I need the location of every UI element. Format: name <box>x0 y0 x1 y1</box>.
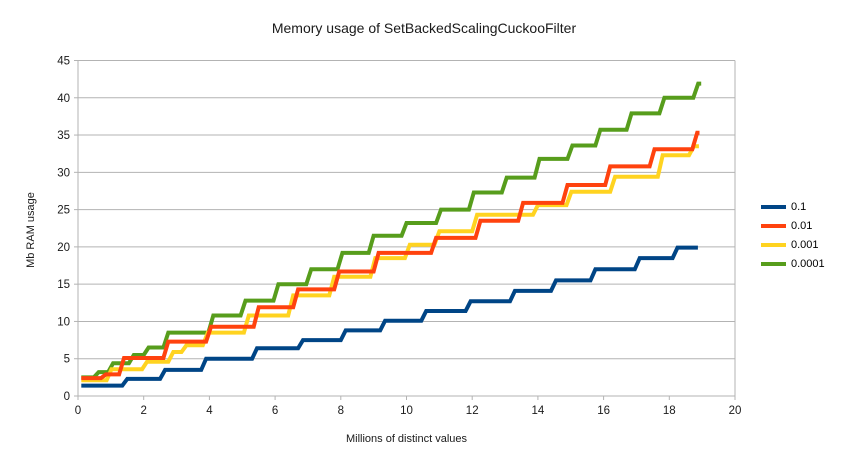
legend-swatch-0.001 <box>761 242 786 247</box>
y-tick-label: 10 <box>57 316 70 328</box>
x-tick-label: 20 <box>729 405 742 417</box>
x-tick-label: 8 <box>338 405 344 417</box>
x-tick-label: 6 <box>272 405 278 417</box>
x-tick-label: 12 <box>466 405 479 417</box>
x-tick-label: 18 <box>663 405 676 417</box>
x-axis-title: Millions of distinct values <box>345 433 468 445</box>
legend-swatch-0.0001 <box>761 261 786 266</box>
y-tick-label: 15 <box>57 279 70 291</box>
legend-item-0.0001: 0.0001 <box>761 254 825 273</box>
legend-item-0.001: 0.001 <box>761 235 825 254</box>
y-tick-label: 45 <box>57 56 70 68</box>
y-tick-label: 25 <box>57 205 70 217</box>
y-tick-label: 0 <box>64 391 70 403</box>
x-tick-label: 4 <box>206 405 213 417</box>
legend-swatch-0.1 <box>761 204 786 209</box>
y-axis-title: Mb RAM usage <box>25 192 37 268</box>
series-line-0.01 <box>81 130 700 381</box>
legend-label: 0.01 <box>791 219 813 232</box>
x-tick-label: 14 <box>532 405 545 417</box>
y-tick-label: 5 <box>64 354 70 366</box>
legend-label: 0.0001 <box>791 257 825 270</box>
y-tick-label: 40 <box>57 93 70 105</box>
y-tick-label: 20 <box>57 242 70 254</box>
legend-label: 0.001 <box>791 238 819 251</box>
x-tick-label: 0 <box>75 405 81 417</box>
x-tick-label: 16 <box>597 405 610 417</box>
y-tick-label: 30 <box>57 167 70 179</box>
legend-item-0.01: 0.01 <box>761 216 825 235</box>
legend-label: 0.1 <box>791 200 807 213</box>
x-tick-label: 2 <box>140 405 146 417</box>
chart-title: Memory usage of SetBackedScalingCuckooFi… <box>271 20 577 36</box>
legend-swatch-0.01 <box>761 223 786 228</box>
y-tick-label: 35 <box>57 130 70 142</box>
x-tick-label: 10 <box>400 405 413 417</box>
series-line-0.1 <box>81 245 698 388</box>
legend: 0.1 0.01 0.001 0.0001 <box>761 197 825 273</box>
legend-item-0.1: 0.1 <box>761 197 825 216</box>
series-line-0.0001 <box>81 81 702 380</box>
